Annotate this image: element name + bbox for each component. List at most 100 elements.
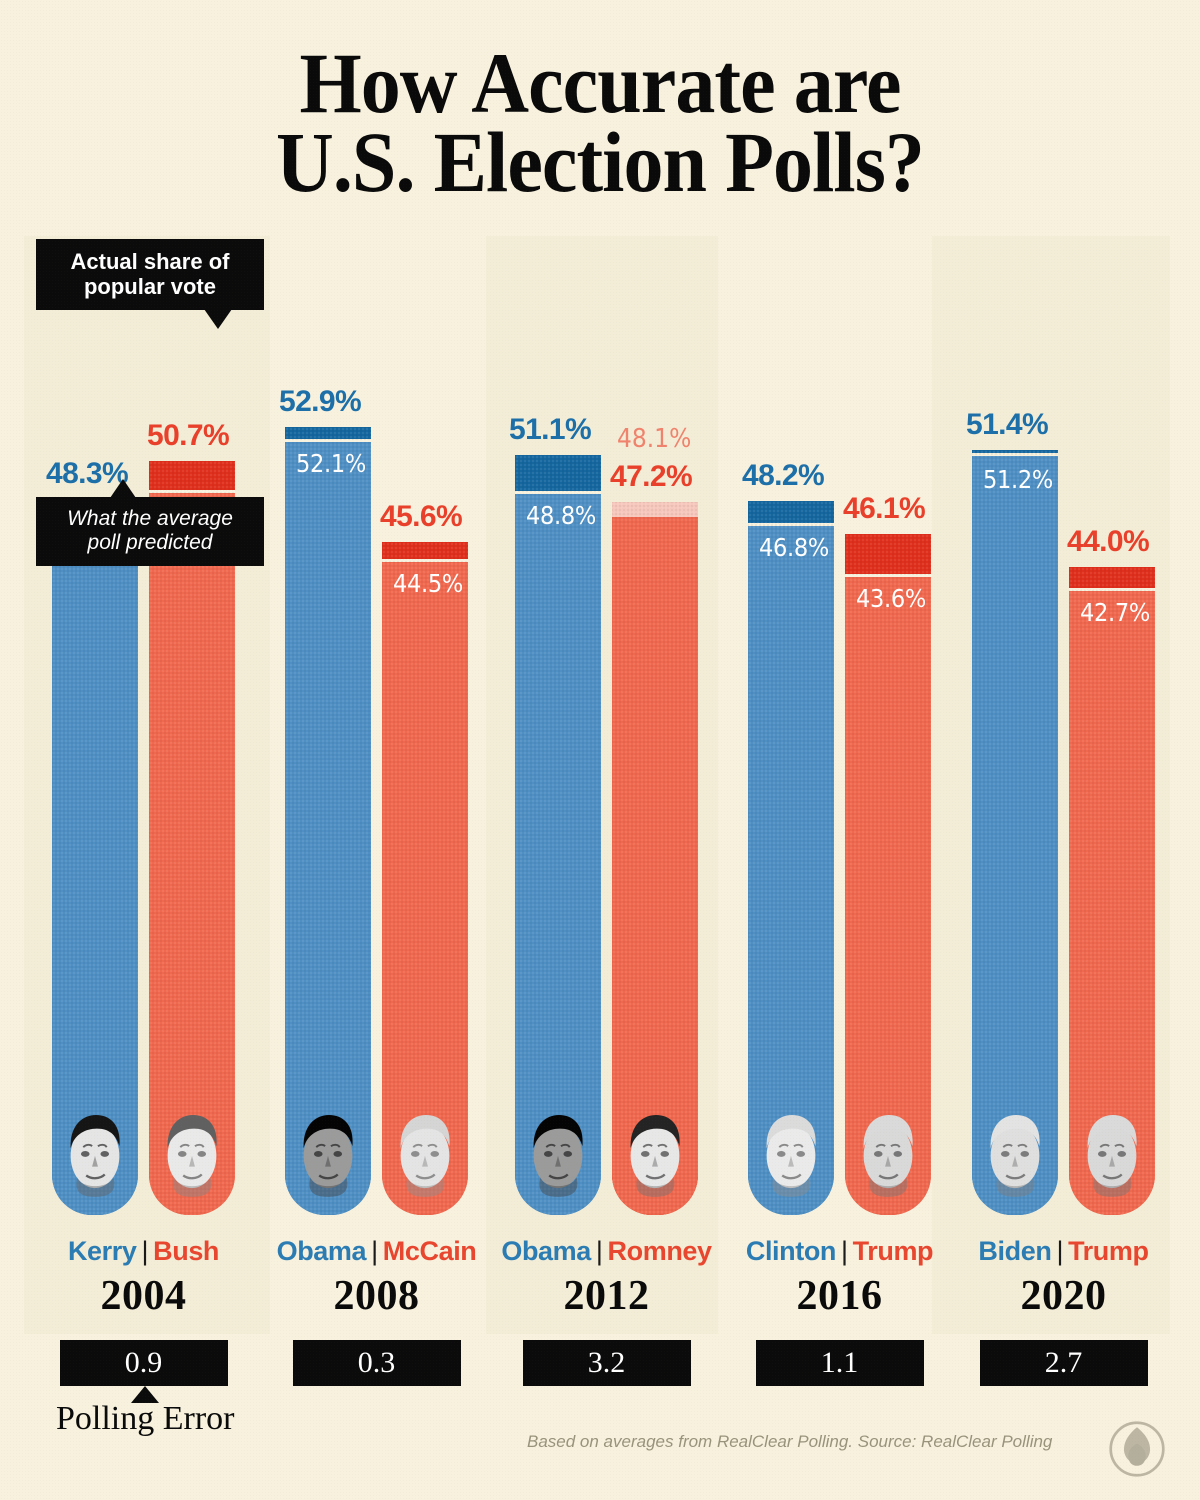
2008-candidate-names: Obama | McCain xyxy=(257,1236,497,1267)
callout-poll-predicted: What the average poll predicted xyxy=(36,479,264,566)
2016-polling-error-box[interactable]: 1.1 xyxy=(755,1340,924,1386)
2016-trump-actual-value: 46.1% xyxy=(843,492,926,526)
2012-polling-error-box[interactable]: 3.2 xyxy=(522,1340,691,1386)
portrait-trump xyxy=(1087,1114,1137,1197)
2020-rep-name: Trump xyxy=(1068,1236,1149,1266)
2016-clinton-bar[interactable] xyxy=(748,500,834,1215)
2016-year-label: 2016 xyxy=(796,1273,883,1319)
2012-romney-bar[interactable] xyxy=(612,502,698,1215)
visual-capitalist-logo-icon xyxy=(1109,1421,1165,1477)
2008-mccain-poll-segment xyxy=(382,541,468,1215)
2020-biden-actual-value: 51.4% xyxy=(966,408,1049,442)
2008-mccain-actual-value: 45.6% xyxy=(380,499,463,533)
2012-rep-name: Romney xyxy=(607,1236,713,1266)
2020-trump-actual-cap xyxy=(1069,567,1155,588)
2008-name-separator: | xyxy=(371,1236,378,1266)
2016-trump-bar[interactable] xyxy=(845,534,931,1215)
portrait-trump xyxy=(863,1114,913,1197)
2012-romney-poll-value: 48.1% xyxy=(617,424,692,455)
2016-trump-poll-segment xyxy=(845,534,931,1215)
2016-trump-cap-divider xyxy=(845,573,931,577)
2008-obama-poll-segment xyxy=(285,426,371,1215)
portrait-obama xyxy=(303,1114,353,1197)
2020-trump-actual-value: 44.0% xyxy=(1067,525,1150,559)
2008-dem-name: Obama xyxy=(276,1236,367,1266)
2008-polling-error-box[interactable]: 0.3 xyxy=(292,1340,461,1386)
2008-obama-cap-divider xyxy=(285,439,371,443)
2020-trump-cap-divider xyxy=(1069,587,1155,591)
title-line-1: How Accurate are xyxy=(299,35,901,131)
2020-trump-bar[interactable] xyxy=(1069,567,1155,1215)
2016-trump-actual-cap xyxy=(845,534,931,574)
2004-kerry-poll-segment xyxy=(52,499,138,1215)
2016-clinton-actual-value: 48.2% xyxy=(742,458,825,492)
2012-obama-poll-segment xyxy=(515,455,601,1215)
2016-trump-poll-value: 43.6% xyxy=(856,583,926,613)
2008-mccain-cap-divider xyxy=(382,559,468,563)
portrait-bush xyxy=(167,1114,217,1197)
2012-romney-actual-value: 47.2% xyxy=(610,460,693,494)
2004-candidate-names: Kerry | Bush xyxy=(24,1236,264,1267)
2004-kerry-bar[interactable] xyxy=(52,499,138,1215)
callout-actual-share: Actual share of popular vote xyxy=(36,239,264,330)
2016-dem-name: Clinton xyxy=(745,1236,837,1266)
2020-trump-poll-value: 42.7% xyxy=(1080,597,1150,627)
source-note: Based on averages from RealClear Polling… xyxy=(527,1432,1053,1451)
2016-clinton-cap-divider xyxy=(748,522,834,526)
2008-obama-actual-value: 52.9% xyxy=(279,384,362,418)
portrait-biden xyxy=(990,1114,1040,1197)
2012-obama-cap-divider xyxy=(515,491,601,495)
portrait-mccain xyxy=(400,1114,450,1197)
2012-obama-bar[interactable] xyxy=(515,455,601,1215)
2020-biden-actual-cap xyxy=(972,450,1058,454)
2020-year-label: 2020 xyxy=(1020,1273,1107,1319)
2020-dem-name: Biden xyxy=(978,1236,1052,1266)
2012-name-separator: | xyxy=(595,1236,603,1266)
2012-romney-actual-segment xyxy=(612,502,698,1215)
2016-candidate-names: Clinton | Trump xyxy=(720,1236,960,1267)
2012-obama-poll-value: 48.8% xyxy=(526,501,596,531)
2008-mccain-poll-value: 44.5% xyxy=(393,569,463,599)
portrait-obama xyxy=(533,1114,583,1197)
2020-biden-poll-segment xyxy=(972,450,1058,1215)
2016-name-separator: | xyxy=(841,1236,848,1266)
2016-clinton-actual-cap xyxy=(748,500,834,523)
2008-obama-poll-value: 52.1% xyxy=(296,449,366,479)
2012-obama-actual-value: 51.1% xyxy=(509,413,592,447)
2020-biden-bar[interactable] xyxy=(972,450,1058,1215)
portrait-clinton xyxy=(766,1114,816,1197)
2004-rep-name: Bush xyxy=(153,1236,220,1266)
polling-error-arrow xyxy=(131,1386,159,1403)
2012-candidate-names: Obama | Romney xyxy=(487,1236,727,1267)
2004-bush-bar[interactable] xyxy=(149,461,235,1215)
callout-predicted-beak xyxy=(110,479,136,498)
2008-rep-name: McCain xyxy=(382,1236,477,1266)
page-title: How Accurate are U.S. Election Polls? xyxy=(42,40,1158,211)
2008-mccain-bar[interactable] xyxy=(382,541,468,1215)
2016-clinton-poll-segment xyxy=(748,500,834,1215)
2016-clinton-poll-value: 46.8% xyxy=(759,532,829,562)
2012-obama-actual-cap xyxy=(515,455,601,492)
2004-name-separator: | xyxy=(141,1236,149,1266)
2012-year-label: 2012 xyxy=(563,1273,650,1319)
2020-polling-error-box[interactable]: 2.7 xyxy=(979,1340,1148,1386)
2004-dem-name: Kerry xyxy=(67,1236,137,1266)
polling-error-label: Polling Error xyxy=(56,1400,235,1437)
2012-dem-name: Obama xyxy=(501,1236,591,1266)
2004-polling-error-box[interactable]: 0.9 xyxy=(59,1340,228,1386)
2004-bush-poll-segment xyxy=(149,461,235,1215)
2020-biden-poll-value: 51.2% xyxy=(983,465,1053,495)
2004-year-label: 2004 xyxy=(100,1273,187,1319)
2008-obama-bar[interactable] xyxy=(285,426,371,1215)
portrait-romney xyxy=(630,1114,680,1197)
2012-romney-overprediction-cap xyxy=(612,502,698,517)
2004-bush-cap-divider xyxy=(149,489,235,493)
2004-bush-actual-value: 50.7% xyxy=(147,419,230,453)
callout-predicted-text: What the average poll predicted xyxy=(67,507,233,554)
2004-bush-actual-cap xyxy=(149,461,235,490)
2020-biden-cap-divider xyxy=(972,453,1058,457)
portrait-kerry xyxy=(70,1114,120,1197)
callout-actual-text: Actual share of popular vote xyxy=(70,249,230,300)
title-line-2: U.S. Election Polls? xyxy=(276,114,925,211)
